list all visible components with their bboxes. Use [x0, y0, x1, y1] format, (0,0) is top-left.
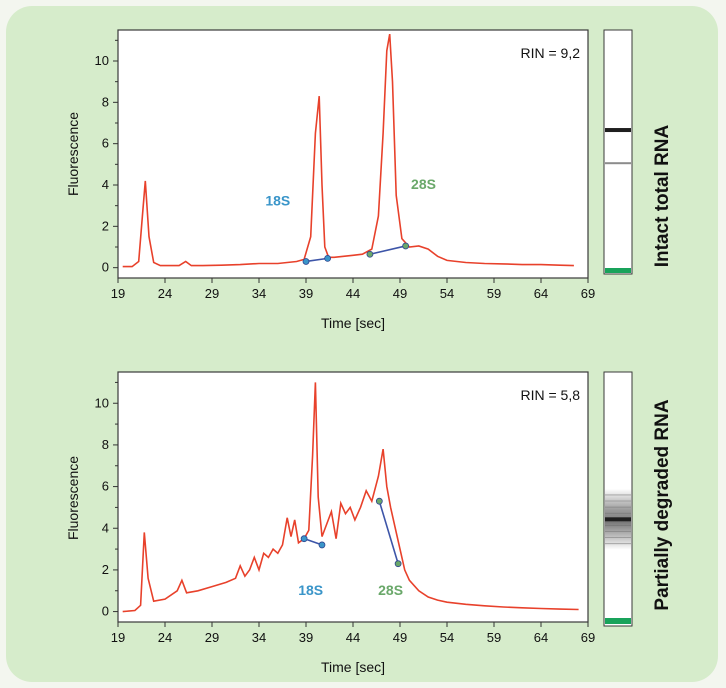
x-tick-label: 69 [581, 286, 595, 301]
x-ticks: 19 24 29 34 39 44 49 54 59 64 69 [111, 278, 595, 301]
peak-label: 28S [411, 176, 436, 192]
x-tick-label: 19 [111, 286, 125, 301]
x-tick-label: 34 [252, 630, 266, 645]
y-tick-label: 8 [102, 437, 109, 452]
y-tick-label: 0 [102, 260, 109, 275]
peak-baseline [305, 257, 328, 263]
rin-label: RIN = 5,8 [520, 387, 580, 403]
y-ticks: 0 2 4 6 8 10 [95, 381, 118, 619]
peak-marker-point [402, 242, 410, 250]
peak-label: 18S [265, 193, 290, 209]
y-tick-label: 2 [102, 562, 109, 577]
gel-bands [605, 128, 631, 165]
x-ticks: 19 24 29 34 39 44 49 54 59 64 69 [111, 622, 595, 645]
x-tick-label: 24 [158, 630, 172, 645]
x-tick-label: 39 [299, 286, 313, 301]
gel-marker-band [605, 618, 631, 624]
peak-marker-point [302, 258, 310, 265]
y-tick-label: 6 [102, 479, 109, 494]
x-tick-label: 49 [393, 630, 407, 645]
x-tick-label: 34 [252, 286, 266, 301]
x-tick-label: 29 [205, 286, 219, 301]
peak-label: 28S [378, 582, 403, 598]
gel-band [605, 128, 631, 133]
x-tick-label: 29 [205, 630, 219, 645]
y-tick-label: 10 [95, 395, 109, 410]
x-tick-label: 54 [440, 630, 454, 645]
x-tick-label: 64 [534, 286, 548, 301]
gel-marker-band [605, 268, 631, 273]
x-tick-label: 44 [346, 286, 360, 301]
y-tick-label: 8 [102, 94, 109, 109]
gel-bands [605, 488, 631, 550]
y-axis-label: Fluorescence [65, 112, 81, 196]
fluorescence-trace [122, 382, 579, 613]
ribosomal-markers: 18S 28S [298, 497, 403, 598]
x-axis-label: Time [sec] [321, 315, 385, 331]
rin-label: RIN = 9,2 [520, 45, 580, 61]
y-tick-label: 4 [102, 520, 109, 535]
x-tick-label: 49 [393, 286, 407, 301]
x-tick-label: 54 [440, 286, 454, 301]
x-tick-label: 24 [158, 286, 172, 301]
peak-marker-point [375, 497, 383, 505]
gel-band [605, 517, 631, 522]
y-axis-label: Fluorescence [65, 456, 81, 540]
sample-label: Partially degraded RNA [652, 399, 673, 610]
y-tick-label: 2 [102, 218, 109, 233]
x-axis-label: Time [sec] [321, 659, 385, 675]
x-tick-label: 39 [299, 630, 313, 645]
x-tick-label: 59 [487, 286, 501, 301]
y-ticks: 0 2 4 6 8 10 [95, 39, 118, 275]
plot-area [117, 29, 589, 279]
x-tick-label: 59 [487, 630, 501, 645]
peak-label: 18S [298, 582, 323, 598]
fluorescence-trace [122, 33, 574, 268]
peak-marker-point [324, 254, 332, 262]
x-tick-label: 44 [346, 630, 360, 645]
peak-baseline [378, 500, 399, 564]
gel-lane [603, 29, 633, 275]
peak-marker-point [366, 250, 374, 258]
x-tick-label: 19 [111, 630, 125, 645]
gel-band [605, 162, 631, 165]
y-tick-label: 0 [102, 604, 109, 619]
peak-marker-point [318, 541, 326, 549]
x-tick-label: 69 [581, 630, 595, 645]
x-tick-label: 64 [534, 630, 548, 645]
plot-area [117, 371, 589, 623]
peak-marker-point [394, 560, 402, 568]
sample-label: Intact total RNA [652, 124, 673, 267]
ribosomal-markers: 18S 28S [265, 176, 436, 265]
y-tick-label: 10 [95, 53, 109, 68]
peak-marker-point [300, 535, 308, 543]
y-tick-label: 4 [102, 177, 109, 192]
peak-baseline [369, 245, 406, 256]
y-tick-label: 6 [102, 136, 109, 151]
